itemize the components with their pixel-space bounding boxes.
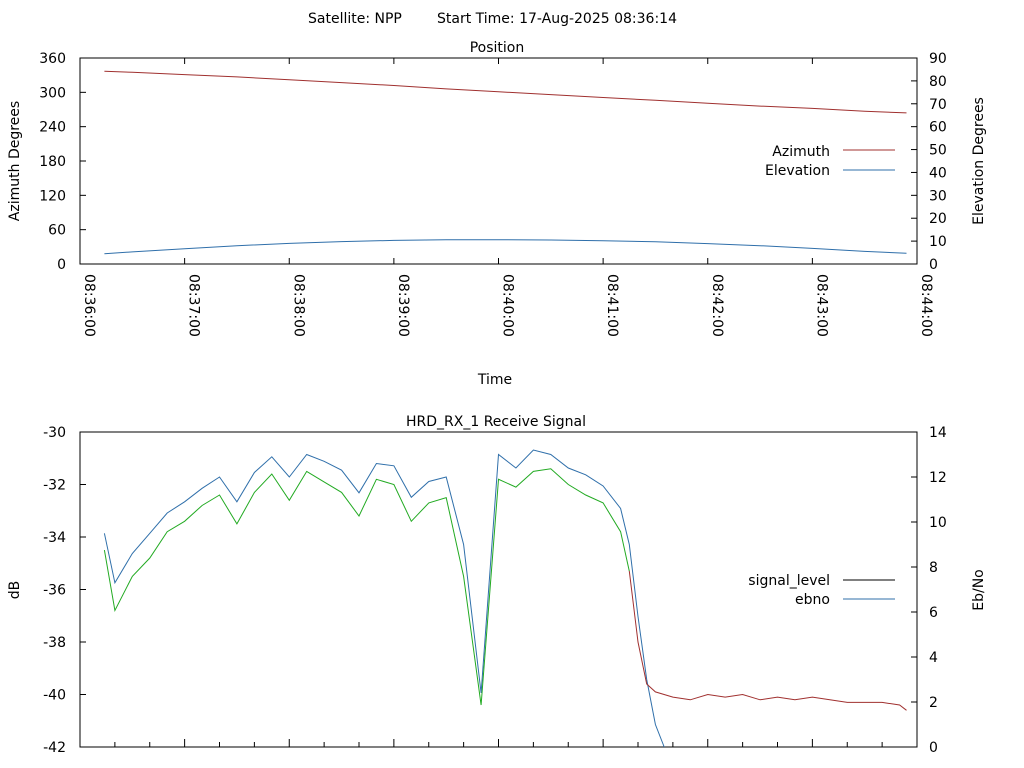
position-lines bbox=[104, 70, 907, 255]
signal-lines bbox=[103, 449, 907, 748]
signal-y2-ticks: 0 2 4 6 8 10 12 14 bbox=[911, 425, 947, 756]
position-y2-tick-label: 60 bbox=[929, 120, 947, 136]
signal-y2-tick-label: 2 bbox=[929, 695, 938, 711]
signal-ylabel: dB bbox=[7, 581, 23, 600]
legend-ebno-label: ebno bbox=[795, 592, 830, 608]
position-x-tick-label: 08:39:00 bbox=[395, 274, 411, 337]
position-x-tick-label: 08:43:00 bbox=[813, 274, 829, 337]
position-x-tick-label: 08:38:00 bbox=[290, 274, 306, 337]
position-y-ticks: 0 60 120 180 240 300 360 bbox=[39, 51, 86, 273]
signal-y-ticks: -42 -40 -38 -36 -34 -32 -30 bbox=[43, 425, 86, 756]
signal-chart: HRD_RX_1 Receive Signal -42-40-38-36-34-… bbox=[7, 414, 987, 756]
position-y2-ticks: 0 10 20 30 40 50 60 70 80 90 bbox=[911, 51, 947, 273]
header-start-time: Start Time: 17-Aug-2025 08:36:14 bbox=[437, 11, 677, 27]
position-y2-tick-label: 40 bbox=[929, 165, 947, 181]
position-x-tick-label: 08:44:00 bbox=[918, 274, 934, 337]
signal-y2-tick-label: 6 bbox=[929, 605, 938, 621]
signal-y-tick-label: -36 bbox=[43, 583, 66, 599]
signal-series-ebno bbox=[103, 449, 665, 748]
position-y-tick-label: 360 bbox=[39, 51, 66, 67]
position-y2-tick-label: 10 bbox=[929, 234, 947, 250]
position-x-tick-label: 08:40:00 bbox=[500, 274, 516, 337]
position-y2-tick-label: 90 bbox=[929, 51, 947, 67]
position-chart: Position 08:36:00 08:37:00 08:38:00 08:39:0… bbox=[7, 40, 987, 388]
signal-y-tick-label: -32 bbox=[43, 478, 66, 494]
position-xlabel: Time bbox=[477, 372, 512, 388]
signal-series-signal-level-unlock bbox=[628, 571, 907, 711]
signal-y-tick-label: -34 bbox=[43, 530, 66, 546]
position-y2-tick-label: 30 bbox=[929, 188, 947, 204]
signal-x-ticks bbox=[79, 739, 918, 747]
signal-y-tick-label: -38 bbox=[43, 635, 66, 651]
position-ylabel: Azimuth Degrees bbox=[7, 101, 23, 221]
position-y2-tick-label: 0 bbox=[929, 257, 938, 273]
signal-y2label: Eb/No bbox=[971, 569, 987, 611]
signal-y2-tick-label: 12 bbox=[929, 470, 947, 486]
legend-elevation-label: Elevation bbox=[765, 163, 830, 179]
signal-y-tick-label: -40 bbox=[43, 688, 66, 704]
position-x-tick-label: 08:36:00 bbox=[81, 274, 97, 337]
position-y2-tick-label: 50 bbox=[929, 143, 947, 159]
position-y2-tick-label: 80 bbox=[929, 74, 947, 90]
position-y2label: Elevation Degrees bbox=[971, 97, 987, 225]
position-x-ticks: 08:36:00 08:37:00 08:38:00 08:39:00 08:40:00… bbox=[79, 58, 934, 337]
signal-y-tick-label: -30 bbox=[43, 425, 66, 441]
header-satellite: Satellite: NPP bbox=[308, 11, 402, 27]
signal-legend: signal_level ebno bbox=[748, 573, 895, 608]
position-series-azimuth bbox=[104, 70, 907, 114]
signal-series-signal-level-lock bbox=[103, 468, 630, 706]
position-y-tick-label: 60 bbox=[48, 223, 66, 239]
position-x-tick-label: 08:37:00 bbox=[186, 274, 202, 337]
position-y-tick-label: 120 bbox=[39, 188, 66, 204]
position-chart-title: Position bbox=[470, 40, 525, 56]
signal-y2-tick-label: 4 bbox=[929, 650, 938, 666]
position-x-tick-label: 08:42:00 bbox=[709, 274, 725, 337]
position-y2-tick-label: 20 bbox=[929, 211, 947, 227]
signal-chart-title: HRD_RX_1 Receive Signal bbox=[406, 414, 586, 430]
legend-azimuth-label: Azimuth bbox=[772, 144, 830, 160]
legend-signal-level-label: signal_level bbox=[748, 573, 830, 589]
position-y-tick-label: 300 bbox=[39, 85, 66, 101]
position-y2-tick-label: 70 bbox=[929, 97, 947, 113]
position-y-tick-label: 240 bbox=[39, 120, 66, 136]
signal-y2-tick-label: 8 bbox=[929, 560, 938, 576]
signal-y2-tick-label: 10 bbox=[929, 515, 947, 531]
position-series-elevation bbox=[104, 239, 907, 255]
position-y-tick-label: 0 bbox=[57, 257, 66, 273]
signal-y2-tick-label: 0 bbox=[929, 740, 938, 756]
position-y-tick-label: 180 bbox=[39, 154, 66, 170]
signal-y2-tick-label: 14 bbox=[929, 425, 947, 441]
position-plot-frame bbox=[79, 57, 918, 265]
signal-y-tick-label: -42 bbox=[43, 740, 66, 756]
position-legend: Azimuth Elevation bbox=[765, 144, 895, 179]
position-x-tick-label: 08:41:00 bbox=[604, 274, 620, 337]
